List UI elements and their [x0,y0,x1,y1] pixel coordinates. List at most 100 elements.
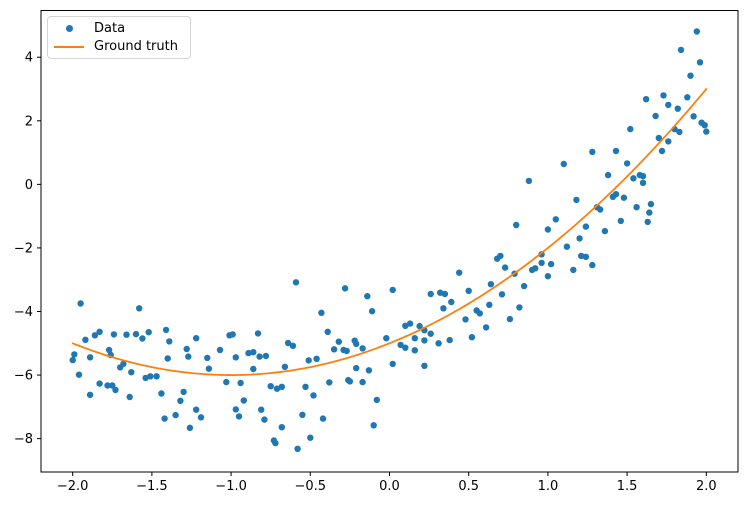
data-point [294,445,301,452]
data-point [520,282,528,290]
line-marker-icon [54,45,84,48]
data-point [126,393,133,401]
data-point [448,298,455,306]
y-tick-label: 4 [25,51,33,66]
y-tick-label: −6 [14,369,33,384]
data-point [341,285,349,292]
data-point [82,336,89,343]
data-point [501,264,509,271]
data-point [235,413,243,420]
data-point [660,92,667,99]
data-point [476,310,483,317]
data-point [96,328,103,335]
data-point [560,160,567,168]
data-point [364,293,371,300]
data-point [205,365,213,372]
scatter-marker-icon [54,24,84,32]
data-point [177,397,184,404]
data-point [441,290,449,298]
data-point [370,422,377,429]
data-point [456,269,463,276]
data-point [343,347,350,355]
data-point [644,218,651,226]
data-point [633,204,640,211]
data-point [687,72,694,79]
data-point [193,335,200,342]
data-point [406,320,414,327]
data-point [573,196,580,204]
data-point [193,406,200,413]
data-point [245,349,252,357]
data-point [145,329,152,336]
data-point [538,259,545,267]
data-point [96,380,103,387]
data-point [267,383,274,390]
data-point [112,386,119,394]
data-point [703,128,710,135]
data-point [232,406,239,413]
data-point [498,291,506,298]
data-point [612,191,620,198]
data-point [147,373,154,380]
data-point [421,362,428,369]
y-tick-label: −4 [14,305,33,320]
data-point [582,253,590,260]
data-point [639,172,647,180]
ground-truth-curve [71,88,708,376]
data-point [153,373,160,380]
data-point [359,345,366,352]
data-point [232,354,239,361]
data-point [324,328,331,335]
data-point [139,335,146,342]
data-point [162,326,170,334]
data-point [77,300,84,307]
data-point [302,383,309,390]
legend-label-ground-truth: Ground truth [94,39,178,55]
data-point [204,354,211,362]
data-point [353,364,360,372]
data-point [647,200,655,208]
data-point [589,148,596,156]
data-point [497,252,504,260]
data-point [642,96,650,103]
data-point [278,383,285,390]
data-point [513,221,520,229]
data-point [693,28,700,35]
data-point [197,414,205,421]
data-point [120,360,127,368]
data-point [690,113,697,120]
x-tick-label: 1.5 [617,479,638,494]
x-tick-label: 0.5 [458,479,479,494]
data-point [658,147,666,155]
data-point [620,194,628,201]
data-point [544,273,552,280]
data-point [397,341,404,349]
data-point [468,334,476,341]
data-point [389,360,396,368]
data-point [665,138,672,145]
data-point [411,335,418,342]
data-point [421,337,428,344]
x-tick-label: −1.5 [136,479,168,494]
data-point [161,415,168,422]
data-point [86,354,94,361]
data-point [237,379,244,387]
data-point [123,331,130,338]
data-point [256,353,263,360]
data-point [462,316,469,323]
data-point [544,226,552,233]
data-point [183,345,190,353]
data-point [674,105,681,112]
data-point [563,243,571,250]
data-point [627,125,634,133]
data-point [427,290,434,298]
data-point [532,265,539,272]
x-tick-label: −2.0 [57,479,89,494]
data-point [164,355,171,362]
data-point [435,340,442,347]
data-point [465,287,472,294]
data-point [240,397,247,404]
data-point [676,128,683,136]
data-point [250,365,257,373]
data-point [128,369,135,376]
